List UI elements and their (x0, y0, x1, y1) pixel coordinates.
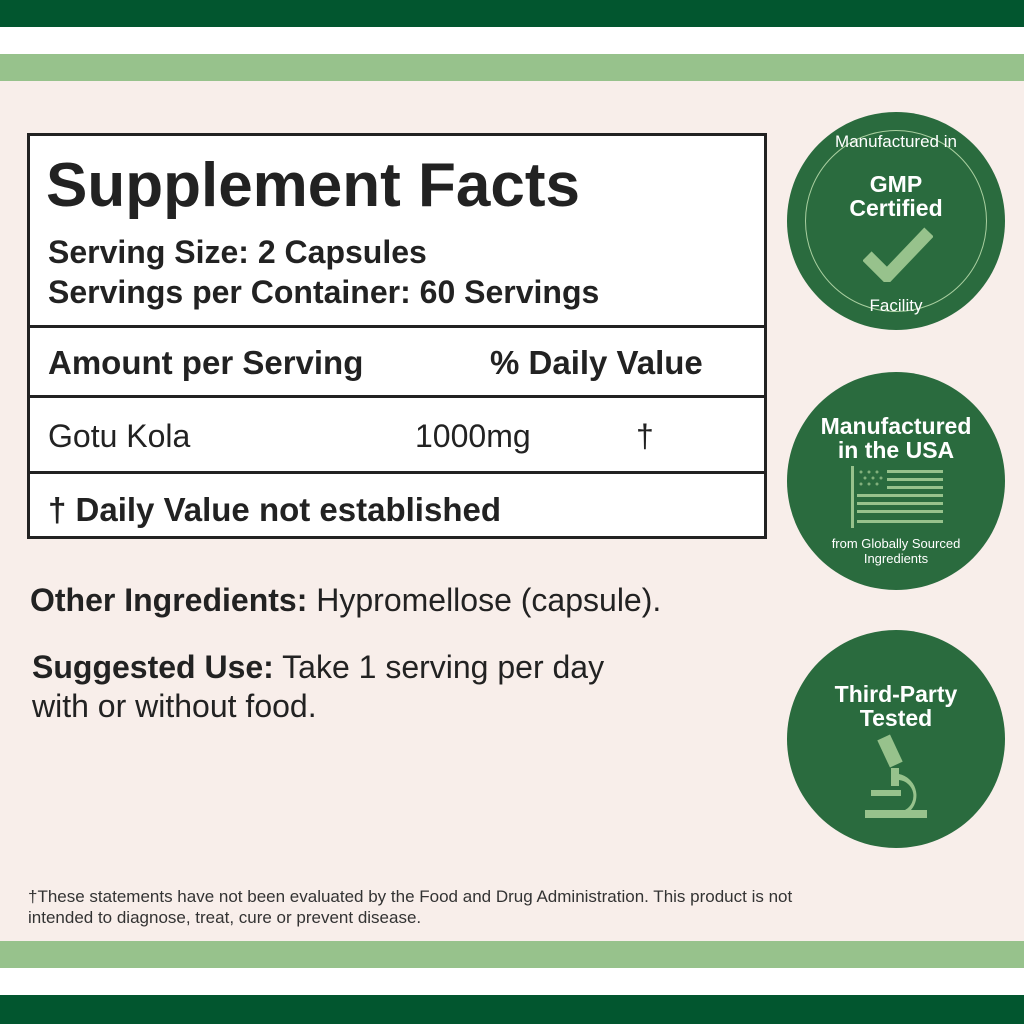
disclaimer-line-2: intended to diagnose, treat, cure or pre… (28, 908, 422, 927)
badge-sub-1: from Globally Sourced (831, 536, 961, 551)
other-ingredients-label: Other Ingredients: (30, 582, 308, 618)
badge-main-1: Third-Party (834, 681, 958, 707)
other-ingredients: Other Ingredients: Hypromellose (capsule… (30, 582, 661, 619)
bottom-white-band (0, 968, 1024, 995)
third-party-badge: Third-Party Tested (787, 630, 1005, 848)
ingredient-name: Gotu Kola (48, 418, 191, 454)
dv-header: % Daily Value (490, 344, 703, 381)
badge-main-1: GMP (869, 171, 923, 197)
servings-per-container: Servings per Container: 60 Servings (48, 274, 600, 310)
checkmark-icon (863, 227, 933, 282)
fda-disclaimer: †These statements have not been evaluate… (28, 886, 792, 928)
top-light-band (0, 54, 1024, 81)
microscope-icon (865, 734, 927, 818)
usa-badge: Manufactured in the USA from Globally So… (787, 372, 1005, 590)
dv-footnote: † Daily Value not established (48, 491, 501, 528)
ingredient-amount: 1000mg (415, 418, 531, 454)
badge-main-2: in the USA (837, 437, 955, 463)
suggested-use-line2: with or without food. (32, 688, 317, 724)
badge-main-1: Manufactured (820, 413, 972, 439)
badge-main-2: Tested (859, 705, 933, 731)
suggested-use-value: Take 1 serving per day (273, 649, 605, 685)
us-flag-icon (851, 466, 943, 528)
disclaimer-line-1: †These statements have not been evaluate… (28, 887, 793, 906)
badge-bottom-text: Facility (869, 296, 923, 315)
other-ingredients-value: Hypromellose (capsule). (307, 582, 662, 618)
suggested-use-label: Suggested Use: (32, 649, 274, 685)
column-header-row: Amount per Serving % Daily Value (30, 328, 764, 398)
gmp-badge: Manufactured in GMP Certified Facility (787, 112, 1005, 330)
top-white-band (0, 27, 1024, 54)
bottom-light-band (0, 941, 1024, 968)
serving-size: Serving Size: 2 Capsules (48, 234, 427, 270)
badge-main-2: Certified (849, 195, 943, 221)
bottom-dark-band (0, 995, 1024, 1024)
ingredient-dv: † (636, 418, 654, 454)
badge-top-text: Manufactured in (835, 132, 957, 151)
facts-header: Supplement Facts Serving Size: 2 Capsule… (30, 136, 764, 328)
facts-title: Supplement Facts (46, 151, 580, 220)
badge-ring (805, 130, 987, 312)
ingredient-row: Gotu Kola 1000mg † (30, 398, 764, 474)
supplement-facts-panel: Supplement Facts Serving Size: 2 Capsule… (27, 133, 767, 539)
suggested-use: Suggested Use: Take 1 serving per day wit… (32, 648, 604, 726)
amount-header: Amount per Serving (48, 344, 364, 381)
top-dark-band (0, 0, 1024, 27)
badge-sub-2: Ingredients (863, 551, 929, 566)
